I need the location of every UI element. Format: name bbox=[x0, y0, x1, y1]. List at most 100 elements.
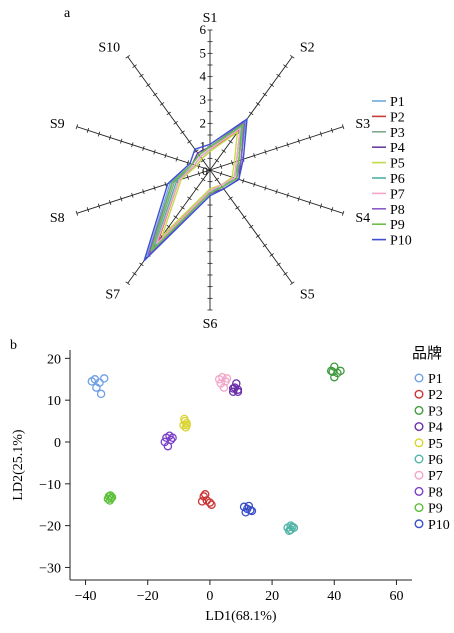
radar-axis-tick bbox=[164, 181, 167, 187]
radar-axis-label: S9 bbox=[50, 117, 65, 132]
scatter-point-p8 bbox=[163, 441, 173, 451]
scatter-point-p5 bbox=[182, 421, 191, 430]
radar-axis-tick bbox=[283, 272, 288, 276]
scatter-legend-marker bbox=[414, 389, 424, 399]
scatter-point-p2 bbox=[205, 498, 215, 507]
y-tick-label: 20 bbox=[47, 352, 61, 367]
radar-axis-tick bbox=[164, 153, 167, 159]
radar-axis-tick bbox=[228, 139, 233, 144]
radar-legend-label: P7 bbox=[390, 187, 405, 202]
radar-axis-label: S4 bbox=[355, 211, 370, 226]
radar-axis-tick bbox=[131, 142, 134, 148]
radar-panel: a S1 S2 S3 S4 S5 S6 S7 S8 S9 S10 1 2 3 4 5 6 0 P1 P2 P3 P4 P5… bbox=[50, 6, 412, 332]
radar-axis-tick bbox=[153, 185, 156, 191]
radar-axis-tick bbox=[200, 158, 206, 163]
y-tick-label: 10 bbox=[47, 394, 61, 409]
scatter-point-p7 bbox=[222, 374, 232, 383]
radar-axis-tick bbox=[75, 210, 79, 216]
scatter-legend-marker bbox=[414, 422, 424, 432]
radar-series-p5 bbox=[161, 130, 239, 237]
radar-axis-tick bbox=[139, 262, 144, 267]
radar-axis-tick bbox=[269, 253, 274, 257]
scatter-panel: b −40 −20 0 20 40 60 −30 −20 −10 0 10 20 LD1(68.1%) L… bbox=[0, 330, 454, 628]
radar-chart: S1S2S3S4S5S6S7S8S9S101234560P1P2P3P4P5P6… bbox=[50, 11, 412, 332]
radar-series-p9 bbox=[150, 123, 244, 252]
radar-axis-tick bbox=[187, 139, 192, 144]
radar-axis-tick bbox=[125, 54, 130, 59]
radar-axis-tick bbox=[253, 181, 256, 187]
radar-axis-tick bbox=[276, 262, 281, 267]
radar-axis-tick bbox=[97, 131, 101, 137]
radar-legend-label: P8 bbox=[390, 203, 405, 218]
radar-axis-label: S3 bbox=[355, 117, 370, 132]
radar-axis-tick bbox=[131, 192, 134, 198]
radar-axis-tick bbox=[108, 199, 112, 205]
radar-axis-tick bbox=[173, 215, 178, 219]
radar-axis-tick bbox=[142, 145, 145, 151]
scatter-legend-marker bbox=[414, 454, 424, 464]
radar-axis-tick bbox=[255, 102, 261, 106]
y-axis-title: LD2(25.1%) bbox=[11, 429, 26, 500]
radar-axis-label: S5 bbox=[300, 288, 315, 303]
scatter-point-p10 bbox=[247, 506, 257, 516]
radar-axis-tick bbox=[290, 281, 295, 286]
x-tick-label: 40 bbox=[327, 589, 341, 604]
scatter-point-p1 bbox=[96, 389, 106, 399]
x-tick-label: 0 bbox=[206, 589, 213, 604]
radar-axis-tick bbox=[275, 189, 278, 195]
scatter-legend-marker bbox=[414, 486, 424, 496]
radar-series-p10 bbox=[143, 117, 248, 262]
radar-axis-tick bbox=[330, 207, 334, 213]
scatter-point-p4 bbox=[233, 387, 243, 397]
radar-axis-tick bbox=[297, 138, 300, 144]
radar-axis-tick bbox=[319, 131, 323, 137]
scatter-point-p3 bbox=[330, 372, 339, 382]
radar-axis-tick bbox=[197, 163, 201, 169]
radar-legend-label: P4 bbox=[390, 141, 405, 156]
scatter-legend-label: P4 bbox=[428, 421, 443, 436]
radar-axis-tick bbox=[97, 203, 101, 209]
radar-axis-tick bbox=[219, 171, 223, 177]
scatter-point-p7 bbox=[219, 383, 229, 392]
radar-legend-label: P9 bbox=[390, 218, 405, 233]
scatter-legend-label: P9 bbox=[428, 502, 443, 517]
radar-axis-tick bbox=[187, 196, 192, 201]
radar-axis-tick bbox=[139, 73, 144, 78]
scatter-point-p6 bbox=[288, 522, 297, 532]
radar-axis-tick bbox=[214, 158, 220, 163]
radar-axis-tick bbox=[180, 130, 185, 135]
radar-axis-tick bbox=[253, 153, 256, 159]
panel-label-b: b bbox=[10, 338, 17, 353]
radar-axis-tick bbox=[275, 145, 278, 151]
radar-axis-tick bbox=[132, 64, 137, 68]
radar-axis-label: S1 bbox=[203, 11, 218, 26]
radar-r-tick-label: 4 bbox=[200, 69, 207, 84]
x-tick-label: 20 bbox=[265, 589, 279, 604]
scatter-axes: −40 −20 0 20 40 60 −30 −20 −10 0 10 20 LD1(68.1%) LD2… bbox=[11, 350, 412, 624]
radar-axis-tick bbox=[175, 156, 178, 162]
radar-axis-tick bbox=[341, 210, 345, 216]
radar-axis-tick bbox=[248, 111, 254, 116]
scatter-point-p1 bbox=[92, 383, 101, 392]
scatter-point-p9 bbox=[107, 492, 117, 502]
radar-axis-tick bbox=[341, 124, 345, 130]
radar-axis-tick bbox=[235, 205, 240, 210]
radar-axis-tick bbox=[330, 127, 334, 133]
radar-axis-tick bbox=[297, 196, 300, 202]
x-tick-label: −20 bbox=[137, 589, 159, 604]
radar-axis-tick bbox=[221, 149, 226, 153]
scatter-point-p1 bbox=[99, 374, 109, 383]
radar-axis-label: S8 bbox=[50, 211, 65, 226]
scatter-point-p8 bbox=[168, 433, 177, 443]
radar-legend-label: P10 bbox=[390, 234, 412, 249]
radar-axis-tick bbox=[86, 127, 90, 133]
scatter-points bbox=[87, 362, 345, 535]
radar-axis-label: S7 bbox=[105, 288, 120, 303]
radar-axis-tick bbox=[286, 192, 289, 198]
radar-axis-tick bbox=[262, 243, 268, 248]
scatter-point-p2 bbox=[197, 497, 207, 506]
x-axis-title: LD1(68.1%) bbox=[205, 609, 276, 624]
radar-axis-tick bbox=[308, 199, 312, 205]
radar-axis-tick bbox=[242, 215, 247, 219]
